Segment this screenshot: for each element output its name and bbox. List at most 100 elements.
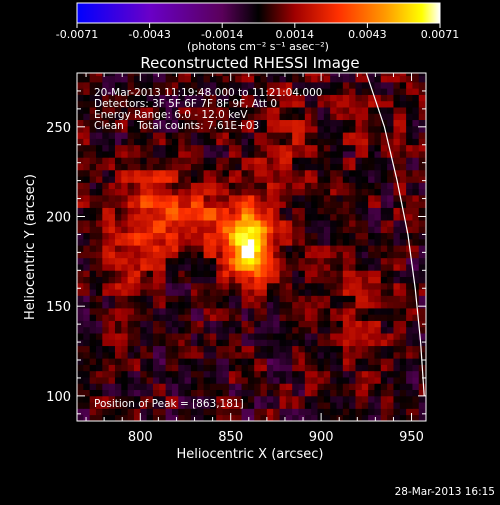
heatmap-cell [412,257,420,265]
heatmap-cell [266,226,274,234]
heatmap-cell [399,157,407,164]
heatmap-cell [399,295,407,303]
heatmap-cell [368,73,375,77]
heatmap-cell [298,169,306,177]
heatmap-cell [127,383,135,391]
heatmap-cell [222,125,230,133]
heatmap-cell [146,213,154,221]
heatmap-cell [108,176,116,183]
heatmap-cell [304,345,312,353]
heatmap-cell [342,314,350,321]
heatmap-cell [292,333,299,340]
annotation-time: 20-Mar-2013 11:19:48.000 to 11:21:04.000 [94,87,322,99]
heatmap-cell [190,408,198,416]
heatmap-cell [380,220,388,227]
heatmap-cell [190,257,198,265]
heatmap-cell [127,75,135,83]
heatmap-cell [361,314,369,321]
heatmap-cell [89,81,97,89]
heatmap-cell [184,119,192,127]
heatmap-cell [165,163,173,171]
heatmap-cell [222,314,230,321]
heatmap-cell [323,314,331,321]
heatmap-cell [399,144,407,152]
heatmap-cell [387,251,394,259]
heatmap-cell [304,182,312,190]
heatmap-cell [95,94,103,102]
heatmap-cell [127,276,135,284]
heatmap-cell [127,364,135,372]
heatmap-cell [387,119,394,127]
heatmap-cell [83,107,91,114]
heatmap-cell [108,326,116,334]
heatmap-cell [209,144,217,152]
heatmap-cell [89,119,97,127]
heatmap-cell [342,144,350,152]
heatmap-cell [380,339,388,347]
heatmap-cell [266,100,274,108]
heatmap-cell [285,188,293,196]
heatmap-cell [330,370,337,378]
heatmap-cell [349,125,356,133]
heatmap-cell [285,113,293,121]
heatmap-cell [355,320,363,328]
heatmap-cell [190,176,198,183]
heatmap-cell [361,213,369,221]
heatmap-cell [159,132,167,139]
heatmap-cell [406,207,413,215]
heatmap-cell [393,81,401,89]
heatmap-cell [279,75,287,83]
heatmap-cell [304,326,312,334]
heatmap-cell [342,345,350,353]
heatmap-cell [418,113,426,121]
heatmap-cell [171,119,179,127]
heatmap-cell [330,107,337,114]
heatmap-cell [146,414,154,421]
heatmap-cell [304,75,312,83]
heatmap-cell [77,169,84,177]
heatmap-cell [95,125,103,133]
heatmap-cell [159,307,167,315]
heatmap-cell [260,295,268,303]
heatmap-cell [311,377,318,384]
heatmap-cell [298,251,306,259]
heatmap-cell [273,194,280,202]
heatmap-cell [304,251,312,259]
heatmap-cell [342,169,350,177]
heatmap-cell [184,100,192,108]
heatmap-cell [336,169,344,177]
heatmap-cell [209,213,217,221]
heatmap-cell [336,264,344,271]
heatmap-cell [235,408,242,416]
heatmap-cell [380,245,388,252]
heatmap-cell [393,157,401,164]
heatmap-cell [317,144,325,152]
heatmap-cell [387,264,394,271]
heatmap-cell [260,333,268,340]
heatmap-cell [399,119,407,127]
heatmap-cell [216,107,223,114]
heatmap-cell [418,345,426,353]
heatmap-cell [374,351,382,359]
heatmap-cell [178,351,185,359]
heatmap-cell [361,157,369,164]
heatmap-cell [298,163,306,171]
heatmap-cell [355,88,363,95]
heatmap-cell [279,307,287,315]
heatmap-cell [304,282,312,290]
heatmap-cell [121,169,129,177]
heatmap-cell [241,245,249,252]
heatmap-cell [241,188,249,196]
heatmap-cell [368,201,375,208]
heatmap-cell [380,194,388,202]
heatmap-cell [133,364,141,372]
heatmap-cell [159,169,167,177]
heatmap-cell [292,138,299,146]
heatmap-cell [127,194,135,202]
heatmap-cell [235,251,242,259]
heatmap-cell [254,138,261,146]
heatmap-cell [368,132,375,139]
heatmap-cell [342,201,350,208]
heatmap-cell [89,220,97,227]
heatmap-cell [393,345,401,353]
